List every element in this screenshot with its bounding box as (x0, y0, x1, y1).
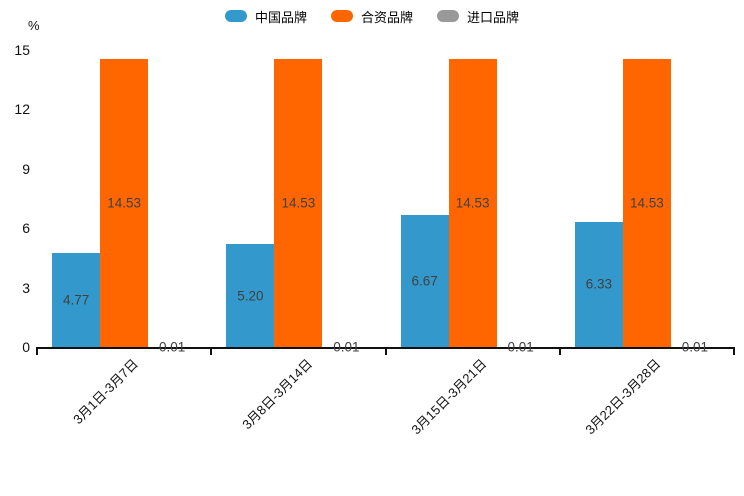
x-tick-label: 3月22日-3月28日 (582, 356, 664, 438)
y-tick-label: 0 (22, 339, 30, 355)
x-axis-tick (558, 347, 561, 355)
bar-value-label: 6.67 (411, 273, 438, 289)
x-axis-tick (384, 347, 387, 355)
y-tick-label: 15 (14, 42, 30, 58)
bar (52, 252, 101, 347)
legend-swatch-icon (330, 10, 353, 22)
bar (100, 59, 149, 347)
x-tick-label: 3月8日-3月14日 (239, 356, 316, 433)
bar-value-label: 14.53 (107, 195, 142, 211)
bar (574, 221, 623, 347)
y-tick-label: 12 (14, 101, 30, 118)
bar (226, 244, 275, 347)
bar-value-label: 0.01 (158, 339, 186, 355)
bar-value-label: 0.01 (333, 339, 360, 355)
bar (274, 59, 323, 347)
legend-item: 中国品牌 (224, 7, 307, 26)
legend-label: 中国品牌 (254, 9, 307, 25)
legend-swatch-icon (437, 10, 459, 22)
x-axis-tick (733, 347, 735, 355)
bar (400, 214, 449, 347)
y-tick-label: 6 (22, 220, 30, 237)
bar (622, 59, 671, 347)
legend-label: 合资品牌 (360, 9, 413, 25)
bar-value-label: 4.77 (62, 292, 90, 308)
bar (448, 59, 497, 347)
x-tick-label: 3月15日-3月21日 (408, 356, 490, 438)
bar-value-label: 0.01 (507, 339, 534, 355)
y-axis-unit-label: % (28, 18, 40, 33)
x-tick-label: 3月1日-3月7日 (69, 356, 141, 428)
bar-value-label: 14.53 (281, 195, 316, 211)
bar-value-label: 6.33 (585, 276, 613, 292)
y-tick-label: 9 (22, 160, 30, 177)
legend-item: 合资品牌 (330, 7, 413, 26)
x-axis-tick (210, 347, 213, 355)
bar-value-label: 14.53 (629, 195, 664, 211)
bar-value-label: 0.01 (681, 339, 709, 355)
y-tick-label: 3 (22, 279, 30, 296)
bar-value-label: 14.53 (455, 195, 490, 211)
chart-legend: 中国品牌 合资品牌 进口品牌 (0, 6, 744, 26)
legend-label: 进口品牌 (467, 9, 520, 25)
x-axis-tick (36, 347, 38, 355)
legend-swatch-icon (224, 10, 247, 22)
legend-item: 进口品牌 (437, 7, 519, 26)
bar-value-label: 5.20 (237, 288, 264, 304)
